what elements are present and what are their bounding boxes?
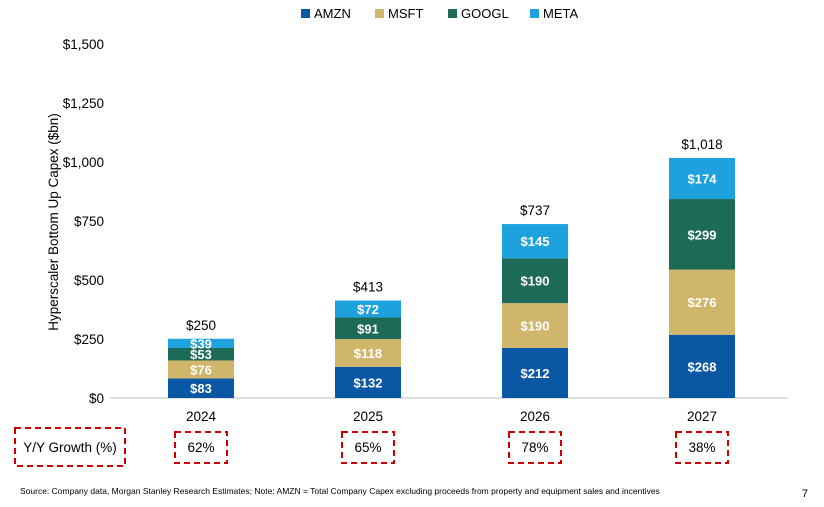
y-axis-ticks: $0 $250 $500 $750 $1,000 $1,250 $1,500 [63, 37, 104, 406]
bar-segment-label: $76 [190, 362, 212, 377]
bar-segment-label: $276 [688, 295, 717, 310]
growth-label-box [14, 427, 126, 467]
bar-segment-label: $132 [354, 375, 383, 390]
bar-segment-label: $212 [521, 366, 550, 381]
bar-segment-label: $190 [521, 274, 550, 289]
bar-total-label: $250 [186, 318, 216, 333]
bar-segment-label: $91 [357, 321, 379, 336]
legend-swatch-meta [530, 9, 539, 18]
growth-label: Y/Y Growth (%) [23, 440, 117, 455]
bar-segment-msft-2024 [168, 360, 234, 379]
growth-value: 78% [521, 440, 548, 455]
y-tick-label: $1,000 [63, 155, 104, 170]
bar-segment-amzn-2025 [335, 366, 401, 398]
x-tick-label: 2025 [353, 409, 383, 424]
bar-segment-msft-2027 [669, 269, 735, 335]
footnote: Source: Company data, Morgan Stanley Res… [20, 486, 660, 496]
growth-value-box [675, 431, 729, 464]
y-axis-title: Hyperscaler Bottom Up Capex ($bn) [46, 113, 61, 331]
bar-segment-msft-2025 [335, 339, 401, 367]
bar-segment-label: $118 [354, 346, 382, 361]
x-tick-label: 2024 [186, 409, 217, 424]
bar-total-label: $413 [353, 280, 383, 295]
bar-segment-googl-2025 [335, 317, 401, 339]
bar-segment-msft-2026 [502, 303, 568, 348]
bar-segment-meta-2025 [335, 300, 401, 318]
growth-value: 65% [354, 440, 381, 455]
y-tick-label: $0 [89, 391, 104, 406]
bar-segment-label: $174 [688, 172, 718, 187]
bars: $83 $76$53$39 $250 $132 $118 $91 $72 $413 $212 $1… [168, 137, 735, 398]
bar-segment-label: $145 [521, 234, 550, 249]
legend-label-amzn: AMZN [314, 6, 351, 21]
bar-segment-meta-2027 [669, 157, 735, 200]
legend: AMZN MSFT GOOGL META [301, 6, 578, 21]
legend-label-msft: MSFT [388, 6, 423, 21]
x-tick-label: 2027 [687, 409, 717, 424]
legend-label-googl: GOOGL [461, 6, 509, 21]
bar-total-label: $737 [520, 203, 550, 218]
bar-segment-label: $268 [688, 359, 717, 374]
bar-total-label: $1,018 [681, 137, 722, 152]
bar-segment-label: $72 [357, 302, 379, 317]
bar-segment-amzn-2024 [168, 378, 234, 398]
legend-swatch-msft [375, 9, 384, 18]
bar-segment-label: $39 [190, 336, 212, 351]
y-tick-label: $750 [74, 214, 104, 229]
growth-value-box [508, 431, 562, 464]
legend-label-meta: META [543, 6, 578, 21]
bar-segment-googl-2026 [502, 258, 568, 304]
legend-swatch-googl [448, 9, 457, 18]
bar-segment-meta-2026 [502, 224, 568, 259]
x-axis-ticks: 2024 2025 2026 2027 [186, 409, 717, 424]
bar-segment-label: $83 [190, 381, 212, 396]
bar-segment-label: $53 [190, 347, 212, 362]
growth-value: 62% [187, 440, 214, 455]
growth-row: Y/Y Growth (%) 62% 65% 78% 38% [14, 427, 729, 467]
bar-segment-label: $190 [521, 319, 550, 334]
bar-segment-label: $299 [688, 227, 717, 242]
growth-value: 38% [688, 440, 715, 455]
y-tick-label: $1,250 [63, 96, 104, 111]
bar-segment-meta-2024 [168, 338, 234, 348]
bar-segment-amzn-2027 [669, 334, 735, 398]
page-number: 7 [801, 488, 808, 500]
bar-segment-amzn-2026 [502, 347, 568, 398]
y-tick-label: $500 [74, 273, 104, 288]
bar-segment-googl-2027 [669, 199, 735, 270]
y-tick-label: $1,500 [63, 37, 104, 52]
growth-value-box [341, 431, 395, 464]
legend-swatch-amzn [301, 9, 310, 18]
bar-segment-googl-2024 [168, 347, 234, 361]
x-tick-label: 2026 [520, 409, 550, 424]
y-tick-label: $250 [74, 332, 104, 347]
growth-value-box [174, 431, 228, 464]
